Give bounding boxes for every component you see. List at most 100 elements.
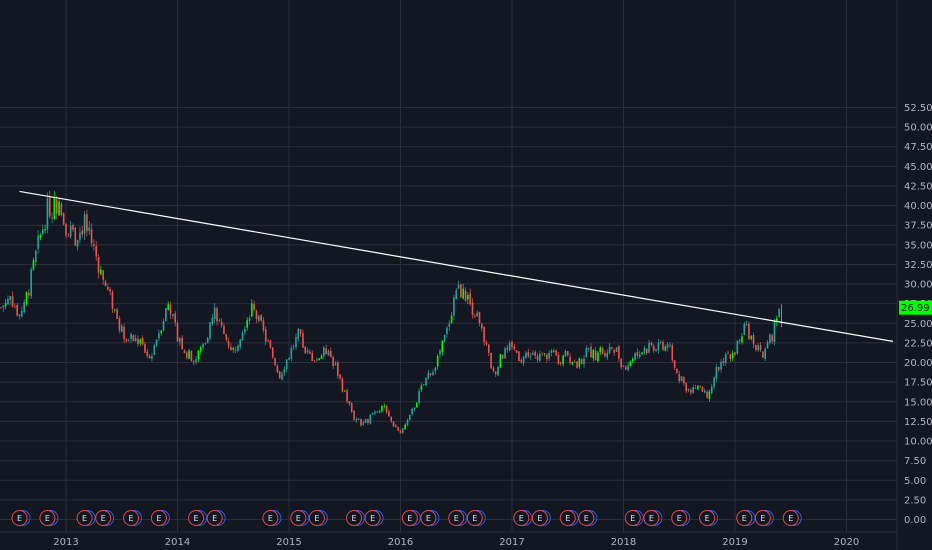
candle-body xyxy=(557,355,560,364)
candle-body xyxy=(506,347,509,350)
x-tick-label: 2020 xyxy=(834,537,859,548)
earnings-marker[interactable]: E xyxy=(578,510,598,526)
candle-body xyxy=(627,365,629,371)
candle-body xyxy=(93,243,95,246)
x-tick-label: 2016 xyxy=(388,537,413,548)
y-tick-label: 52.50 xyxy=(904,103,932,114)
candle-body xyxy=(350,403,353,412)
trendline[interactable] xyxy=(19,190,894,342)
earnings-label: E xyxy=(82,514,87,523)
candle-body xyxy=(492,368,495,371)
earnings-circle-icon xyxy=(578,510,595,526)
earnings-circle-icon xyxy=(308,510,325,526)
candle-body xyxy=(539,353,541,361)
earnings-marker[interactable]: E xyxy=(290,510,310,526)
earnings-marker[interactable]: E xyxy=(466,510,486,526)
earnings-label: E xyxy=(472,514,477,523)
candle-body xyxy=(429,373,432,375)
candle-body xyxy=(687,388,690,391)
candle-body xyxy=(74,227,77,246)
earnings-circle-icon xyxy=(671,510,688,526)
earnings-marker[interactable]: E xyxy=(150,510,170,526)
earnings-marker[interactable]: E xyxy=(699,510,719,526)
candle-body xyxy=(53,197,56,219)
candle-body xyxy=(690,389,692,393)
earnings-label: E xyxy=(565,514,570,523)
earnings-marker[interactable]: E xyxy=(262,510,282,526)
candle-body xyxy=(330,351,332,357)
candle-body xyxy=(0,307,2,309)
candle-body xyxy=(213,307,216,320)
earnings-marker[interactable]: E xyxy=(123,510,142,526)
y-tick-label: 25.00 xyxy=(904,319,932,330)
time-axis[interactable]: 2013 2014 2015 2016 2017 2018 2019 2020 xyxy=(0,531,897,548)
candle-body xyxy=(736,340,739,354)
earnings-label: E xyxy=(788,514,793,523)
earnings-marker[interactable]: E xyxy=(448,510,468,526)
candle-body xyxy=(680,376,683,381)
candle-body xyxy=(388,411,390,417)
earnings-circle-icon xyxy=(559,510,576,526)
candle-body xyxy=(527,352,530,357)
y-tick-label: 45.00 xyxy=(904,162,932,173)
earnings-marker[interactable]: E xyxy=(420,510,440,526)
candle-body xyxy=(460,284,462,298)
candle-body xyxy=(32,260,35,270)
candle-body xyxy=(283,369,286,373)
candle-body xyxy=(720,361,722,370)
earnings-marker[interactable]: E xyxy=(346,510,365,526)
candle-body xyxy=(485,342,488,345)
candle-body xyxy=(137,339,139,345)
earnings-marker[interactable]: E xyxy=(559,510,579,526)
candle-body xyxy=(441,340,444,353)
earnings-marker[interactable]: E xyxy=(206,510,226,526)
candle-body xyxy=(371,413,374,415)
earnings-marker[interactable]: E xyxy=(671,510,691,526)
earnings-marker[interactable]: E xyxy=(531,510,551,526)
candle-body xyxy=(251,303,253,317)
candle-body xyxy=(752,335,755,345)
trendline-layer[interactable] xyxy=(19,190,894,342)
candle-body xyxy=(58,201,60,216)
earnings-marker[interactable]: E xyxy=(76,510,96,526)
earnings-marker[interactable]: E xyxy=(754,510,774,526)
earnings-marker[interactable]: E xyxy=(513,510,533,526)
earnings-marker[interactable]: E xyxy=(643,510,663,526)
candle-body xyxy=(264,329,267,342)
earnings-marker[interactable]: E xyxy=(624,510,644,526)
earnings-marker[interactable]: E xyxy=(188,510,208,526)
earnings-marker[interactable]: E xyxy=(308,510,328,526)
candle-body xyxy=(546,354,548,359)
candle-body xyxy=(402,428,404,433)
candle-body xyxy=(727,353,729,355)
candle-body xyxy=(179,338,181,342)
candle-body xyxy=(481,324,483,329)
candle-body xyxy=(571,362,574,364)
earnings-marker[interactable]: E xyxy=(736,510,756,526)
earnings-marker[interactable]: E xyxy=(11,510,31,526)
candle-body xyxy=(708,391,711,399)
grid-lines xyxy=(0,0,897,532)
candle-body xyxy=(139,339,142,344)
candle-body xyxy=(453,297,455,316)
candle-body xyxy=(79,232,81,240)
earnings-marker[interactable]: E xyxy=(401,510,421,526)
earnings-marker[interactable]: E xyxy=(782,510,802,526)
candle-body xyxy=(151,356,153,359)
candle-body xyxy=(601,348,604,354)
earnings-circle-icon xyxy=(364,510,381,526)
candle-body xyxy=(764,348,766,360)
x-tick-label: 2014 xyxy=(165,537,190,548)
candle-body xyxy=(476,312,478,317)
earnings-marker[interactable]: E xyxy=(95,510,115,526)
earnings-marker[interactable]: E xyxy=(364,510,384,526)
candle-body xyxy=(508,343,511,351)
earnings-label: E xyxy=(129,514,134,523)
candle-body xyxy=(446,327,448,335)
earnings-marker[interactable]: E xyxy=(39,510,59,526)
candle-body xyxy=(553,351,555,352)
candle-body xyxy=(467,294,469,300)
candle-body xyxy=(234,349,237,351)
